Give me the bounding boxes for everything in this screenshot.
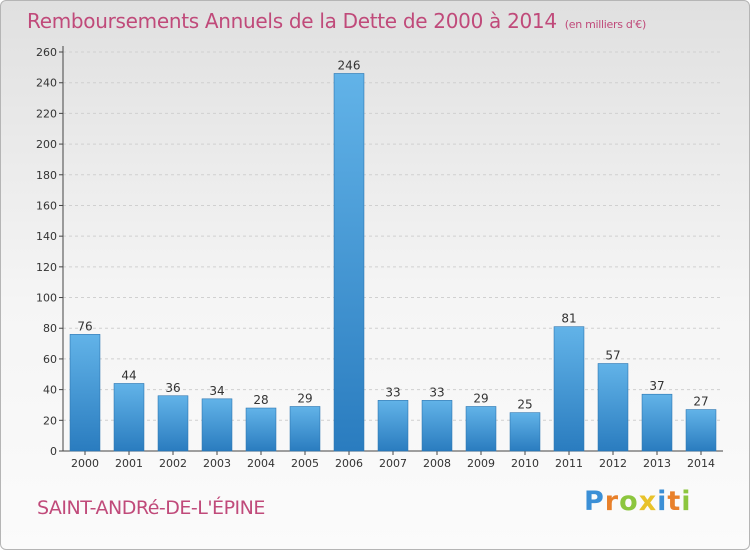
bar-2014 xyxy=(685,409,717,452)
y-tick-label: 20 xyxy=(43,414,57,427)
data-label: 246 xyxy=(338,58,361,72)
bar-2006 xyxy=(333,73,365,452)
logo-letter: r xyxy=(604,486,620,517)
data-label: 44 xyxy=(121,368,136,382)
x-tick-label: 2010 xyxy=(511,457,539,470)
y-tick-label: 260 xyxy=(36,46,57,59)
bar-2007 xyxy=(377,400,409,452)
proxiti-logo: Proxiti xyxy=(584,486,692,517)
logo-letter: t xyxy=(667,486,682,517)
logo-letter: P xyxy=(584,486,605,517)
x-tick-label: 2002 xyxy=(159,457,187,470)
data-label: 34 xyxy=(209,384,224,398)
x-tick-label: 2011 xyxy=(555,457,583,470)
bar-2002 xyxy=(157,395,189,452)
bar-2005 xyxy=(289,406,321,452)
y-tick-label: 80 xyxy=(43,322,57,335)
data-labels: 76 44 36 34 28 29 246 33 33 29 25 81 57 37 27 xyxy=(77,58,708,411)
y-tick-label: 60 xyxy=(43,353,57,366)
bars xyxy=(69,73,717,452)
logo-letter: x xyxy=(638,486,658,517)
y-tick-label: 160 xyxy=(36,199,57,212)
x-tick-label: 2006 xyxy=(335,457,363,470)
bar-2004 xyxy=(245,407,277,452)
x-tick-label: 2009 xyxy=(467,457,495,470)
y-tick-label: 240 xyxy=(36,77,57,90)
bar-2008 xyxy=(421,400,453,452)
chart-subtitle: (en milliers d'€) xyxy=(564,18,646,31)
x-tick-label: 2008 xyxy=(423,457,451,470)
logo-letter: i xyxy=(681,486,692,517)
data-label: 33 xyxy=(385,385,400,399)
logo-letter: o xyxy=(619,486,639,517)
x-tick-label: 2007 xyxy=(379,457,407,470)
data-label: 76 xyxy=(77,319,92,333)
data-label: 29 xyxy=(473,391,488,405)
x-tick-label: 2014 xyxy=(687,457,715,470)
data-label: 36 xyxy=(165,381,180,395)
y-tick-label: 220 xyxy=(36,107,57,120)
y-tick-label: 100 xyxy=(36,292,57,305)
x-tick-label: 2012 xyxy=(599,457,627,470)
data-label: 27 xyxy=(693,395,708,409)
bar-2010 xyxy=(509,412,541,452)
bar-2011 xyxy=(553,326,585,452)
data-label: 25 xyxy=(517,398,532,412)
y-tick-label: 180 xyxy=(36,169,57,182)
bar-2001 xyxy=(113,383,145,452)
bar-2003 xyxy=(201,398,233,452)
x-tick-label: 2004 xyxy=(247,457,275,470)
data-label: 81 xyxy=(561,312,576,326)
x-tick-label: 2001 xyxy=(115,457,143,470)
chart-title: Remboursements Annuels de la Dette de 20… xyxy=(27,9,646,33)
chart-title-text: Remboursements Annuels de la Dette de 20… xyxy=(27,9,557,33)
x-tick-label: 2000 xyxy=(71,457,99,470)
commune-name: SAINT-ANDRé-DE-L'ÉPINE xyxy=(37,497,265,519)
y-tick-label: 120 xyxy=(36,261,57,274)
data-label: 29 xyxy=(297,391,312,405)
x-tick-label: 2003 xyxy=(203,457,231,470)
data-label: 33 xyxy=(429,385,444,399)
x-tick-label: 2005 xyxy=(291,457,319,470)
y-tick-label: 200 xyxy=(36,138,57,151)
logo-letter: i xyxy=(657,486,668,517)
y-tick-label: 0 xyxy=(50,445,57,458)
bar-2000 xyxy=(69,334,101,452)
x-tick-label: 2013 xyxy=(643,457,671,470)
bar-2012 xyxy=(597,363,629,452)
data-label: 57 xyxy=(605,349,620,363)
data-label: 28 xyxy=(253,393,268,407)
bar-2013 xyxy=(641,393,673,452)
bar-2009 xyxy=(465,406,497,452)
y-tick-label: 40 xyxy=(43,384,57,397)
y-tick-label: 140 xyxy=(36,230,57,243)
data-label: 37 xyxy=(649,379,664,393)
